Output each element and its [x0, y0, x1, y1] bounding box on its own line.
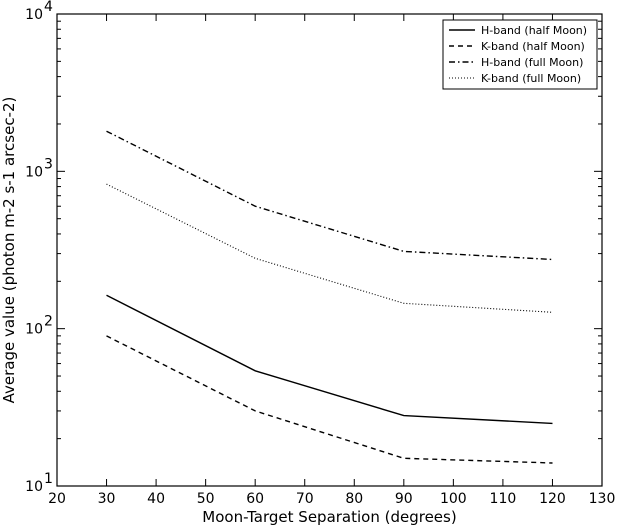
x-tick-label: 20 — [48, 491, 66, 507]
series-layer — [106, 130, 553, 464]
y-tick-exponent: 2 — [44, 314, 53, 330]
y-tick-label: 10 — [25, 164, 43, 180]
legend-label-1: H-band (half Moon) — [481, 24, 587, 37]
series-line-4 — [106, 183, 553, 313]
x-tick-label: 130 — [589, 491, 616, 507]
y-tick-exponent: 1 — [44, 471, 53, 487]
x-tick-label: 120 — [539, 491, 566, 507]
y-axis-label: Average value (photon m-2 s-1 arcsec-2) — [0, 97, 18, 404]
legend-box — [442, 19, 598, 90]
legend-label-2: K-band (half Moon) — [481, 40, 585, 53]
y-tick-label: 10 — [25, 322, 43, 338]
series-line-1 — [106, 294, 553, 425]
x-axis-label: Moon-Target Separation (degrees) — [202, 508, 456, 526]
legend-label-4: K-band (full Moon) — [481, 72, 581, 85]
y-tick-exponent: 4 — [44, 0, 53, 15]
x-tick-label: 70 — [296, 491, 314, 507]
y-tick-label: 10 — [25, 7, 43, 23]
legend: H-band (half Moon) K-band (half Moon) H-ba… — [442, 19, 598, 90]
x-tick-label: 110 — [490, 491, 517, 507]
x-axis: 20 30 40 50 60 70 80 90 100 110 120 130 — [48, 14, 615, 507]
y-tick-label: 10 — [25, 479, 43, 495]
x-tick-label: 30 — [98, 491, 116, 507]
x-tick-label: 50 — [197, 491, 215, 507]
y-tick-exponent: 3 — [44, 156, 53, 172]
x-tick-label: 90 — [395, 491, 413, 507]
series-line-2 — [106, 335, 553, 464]
series-line-3 — [106, 130, 553, 261]
x-tick-label: 40 — [147, 491, 165, 507]
x-tick-label: 100 — [440, 491, 467, 507]
legend-label-3: H-band (full Moon) — [481, 56, 583, 69]
plot-frame — [56, 13, 603, 487]
x-tick-label: 80 — [345, 491, 363, 507]
x-tick-label: 60 — [246, 491, 264, 507]
